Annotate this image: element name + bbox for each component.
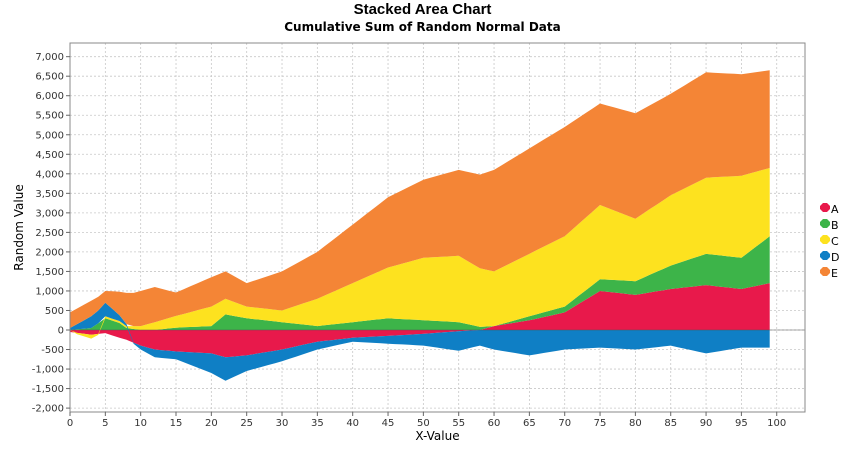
y-tick-label: 6,000 [35, 91, 64, 102]
y-tick-label: 5,000 [35, 130, 64, 141]
x-tick-label: 30 [276, 418, 289, 429]
x-tick-label: 85 [664, 418, 677, 429]
legend-label: E [831, 267, 838, 280]
y-tick-label: 1,500 [35, 267, 64, 278]
area-series-A [70, 283, 770, 358]
chart-subtitle: Cumulative Sum of Random Normal Data [284, 20, 561, 34]
legend-label: B [831, 219, 839, 232]
y-tick-label: 2,000 [35, 247, 64, 258]
x-tick-label: 70 [558, 418, 571, 429]
x-axis-label: X-Value [415, 429, 459, 443]
y-axis-label: Random Value [12, 184, 26, 270]
y-tick-label: 500 [45, 306, 64, 317]
x-tick-label: 15 [170, 418, 183, 429]
area-series-C [70, 168, 770, 339]
legend-swatch [820, 267, 830, 276]
x-tick-label: 95 [735, 418, 748, 429]
legend-swatch [820, 219, 830, 228]
x-tick-label: 65 [523, 418, 536, 429]
y-tick-label: 4,000 [35, 169, 64, 180]
y-axis: -2,000 -1,500 -1,000 -500 0 500 1,000 1,500 2,00… [32, 52, 70, 415]
x-tick-label: 90 [700, 418, 713, 429]
chart-title: Stacked Area Chart [353, 1, 492, 18]
x-tick-label: 55 [452, 418, 465, 429]
x-tick-label: 0 [67, 418, 73, 429]
x-tick-label: 100 [767, 418, 786, 429]
area-series-D [70, 302, 770, 381]
y-tick-label: 1,000 [35, 286, 64, 297]
area-layer [70, 70, 770, 381]
y-tick-label: 3,000 [35, 208, 64, 219]
x-tick-label: 10 [134, 418, 147, 429]
x-tick-label: 75 [594, 418, 607, 429]
legend-swatch [820, 235, 830, 244]
y-tick-label: 4,500 [35, 150, 64, 161]
x-tick-label: 60 [488, 418, 501, 429]
y-tick-label: 0 [58, 326, 64, 337]
x-tick-label: 50 [417, 418, 430, 429]
x-axis: 0 5 10 15 20 25 30 35 40 45 50 55 60 65 70 75 80 85 90 95 10… [67, 412, 786, 429]
plot-frame [69, 42, 806, 413]
x-tick-label: 25 [240, 418, 253, 429]
y-tick-label: 6,500 [35, 72, 64, 83]
x-tick-label: 45 [382, 418, 395, 429]
legend-swatch [820, 203, 830, 212]
legend-swatch [820, 251, 830, 260]
x-tick-label: 35 [311, 418, 324, 429]
y-tick-label: -1,500 [32, 384, 64, 395]
x-tick-label: 40 [346, 418, 359, 429]
legend-label: C [831, 235, 839, 248]
y-tick-label: 2,500 [35, 228, 64, 239]
y-tick-label: 5,500 [35, 111, 64, 122]
y-tick-label: -2,000 [32, 404, 64, 415]
x-tick-label: 20 [205, 418, 218, 429]
legend-label: D [831, 251, 839, 264]
x-tick-label: 80 [629, 418, 642, 429]
y-tick-label: 7,000 [35, 52, 64, 63]
y-tick-label: 3,500 [35, 189, 64, 200]
area-series-E [70, 70, 770, 329]
y-tick-label: -500 [41, 345, 64, 356]
area-series-B [70, 236, 770, 330]
x-tick-label: 5 [102, 418, 108, 429]
legend-label: A [831, 203, 839, 216]
y-tick-label: -1,000 [32, 365, 64, 376]
